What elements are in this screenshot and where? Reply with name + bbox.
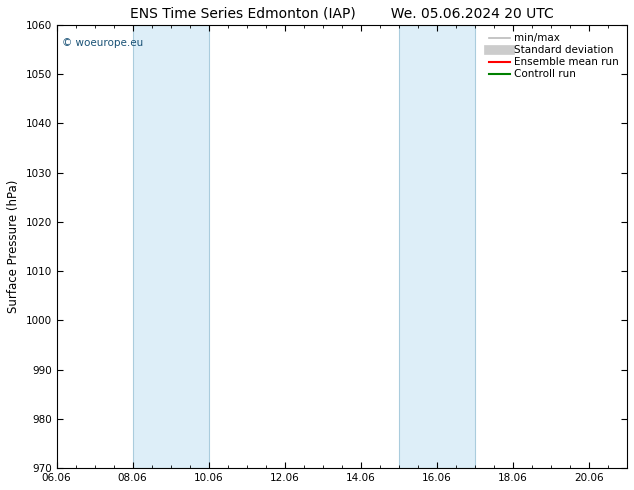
Bar (399, 25, 475, 468)
Text: © woeurope.eu: © woeurope.eu (62, 38, 143, 48)
Title: ENS Time Series Edmonton (IAP)        We. 05.06.2024 20 UTC: ENS Time Series Edmonton (IAP) We. 05.06… (130, 7, 553, 21)
Y-axis label: Surface Pressure (hPa): Surface Pressure (hPa) (7, 180, 20, 313)
Legend: min/max, Standard deviation, Ensemble mean run, Controll run: min/max, Standard deviation, Ensemble me… (486, 30, 622, 83)
Bar (133, 25, 209, 468)
